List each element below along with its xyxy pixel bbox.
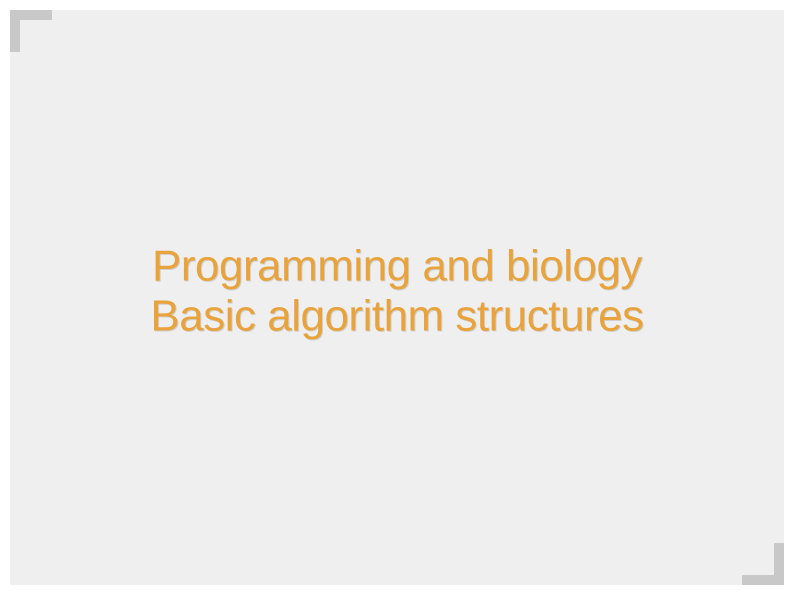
corner-top-left [10, 10, 52, 52]
title-line-2: Basic algorithm structures [10, 291, 784, 342]
slide-background: Programming and biology Basic algorithm … [10, 10, 784, 585]
title-container: Programming and biology Basic algorithm … [10, 241, 784, 342]
title-line-1: Programming and biology [10, 241, 784, 292]
corner-bottom-right [742, 543, 784, 585]
